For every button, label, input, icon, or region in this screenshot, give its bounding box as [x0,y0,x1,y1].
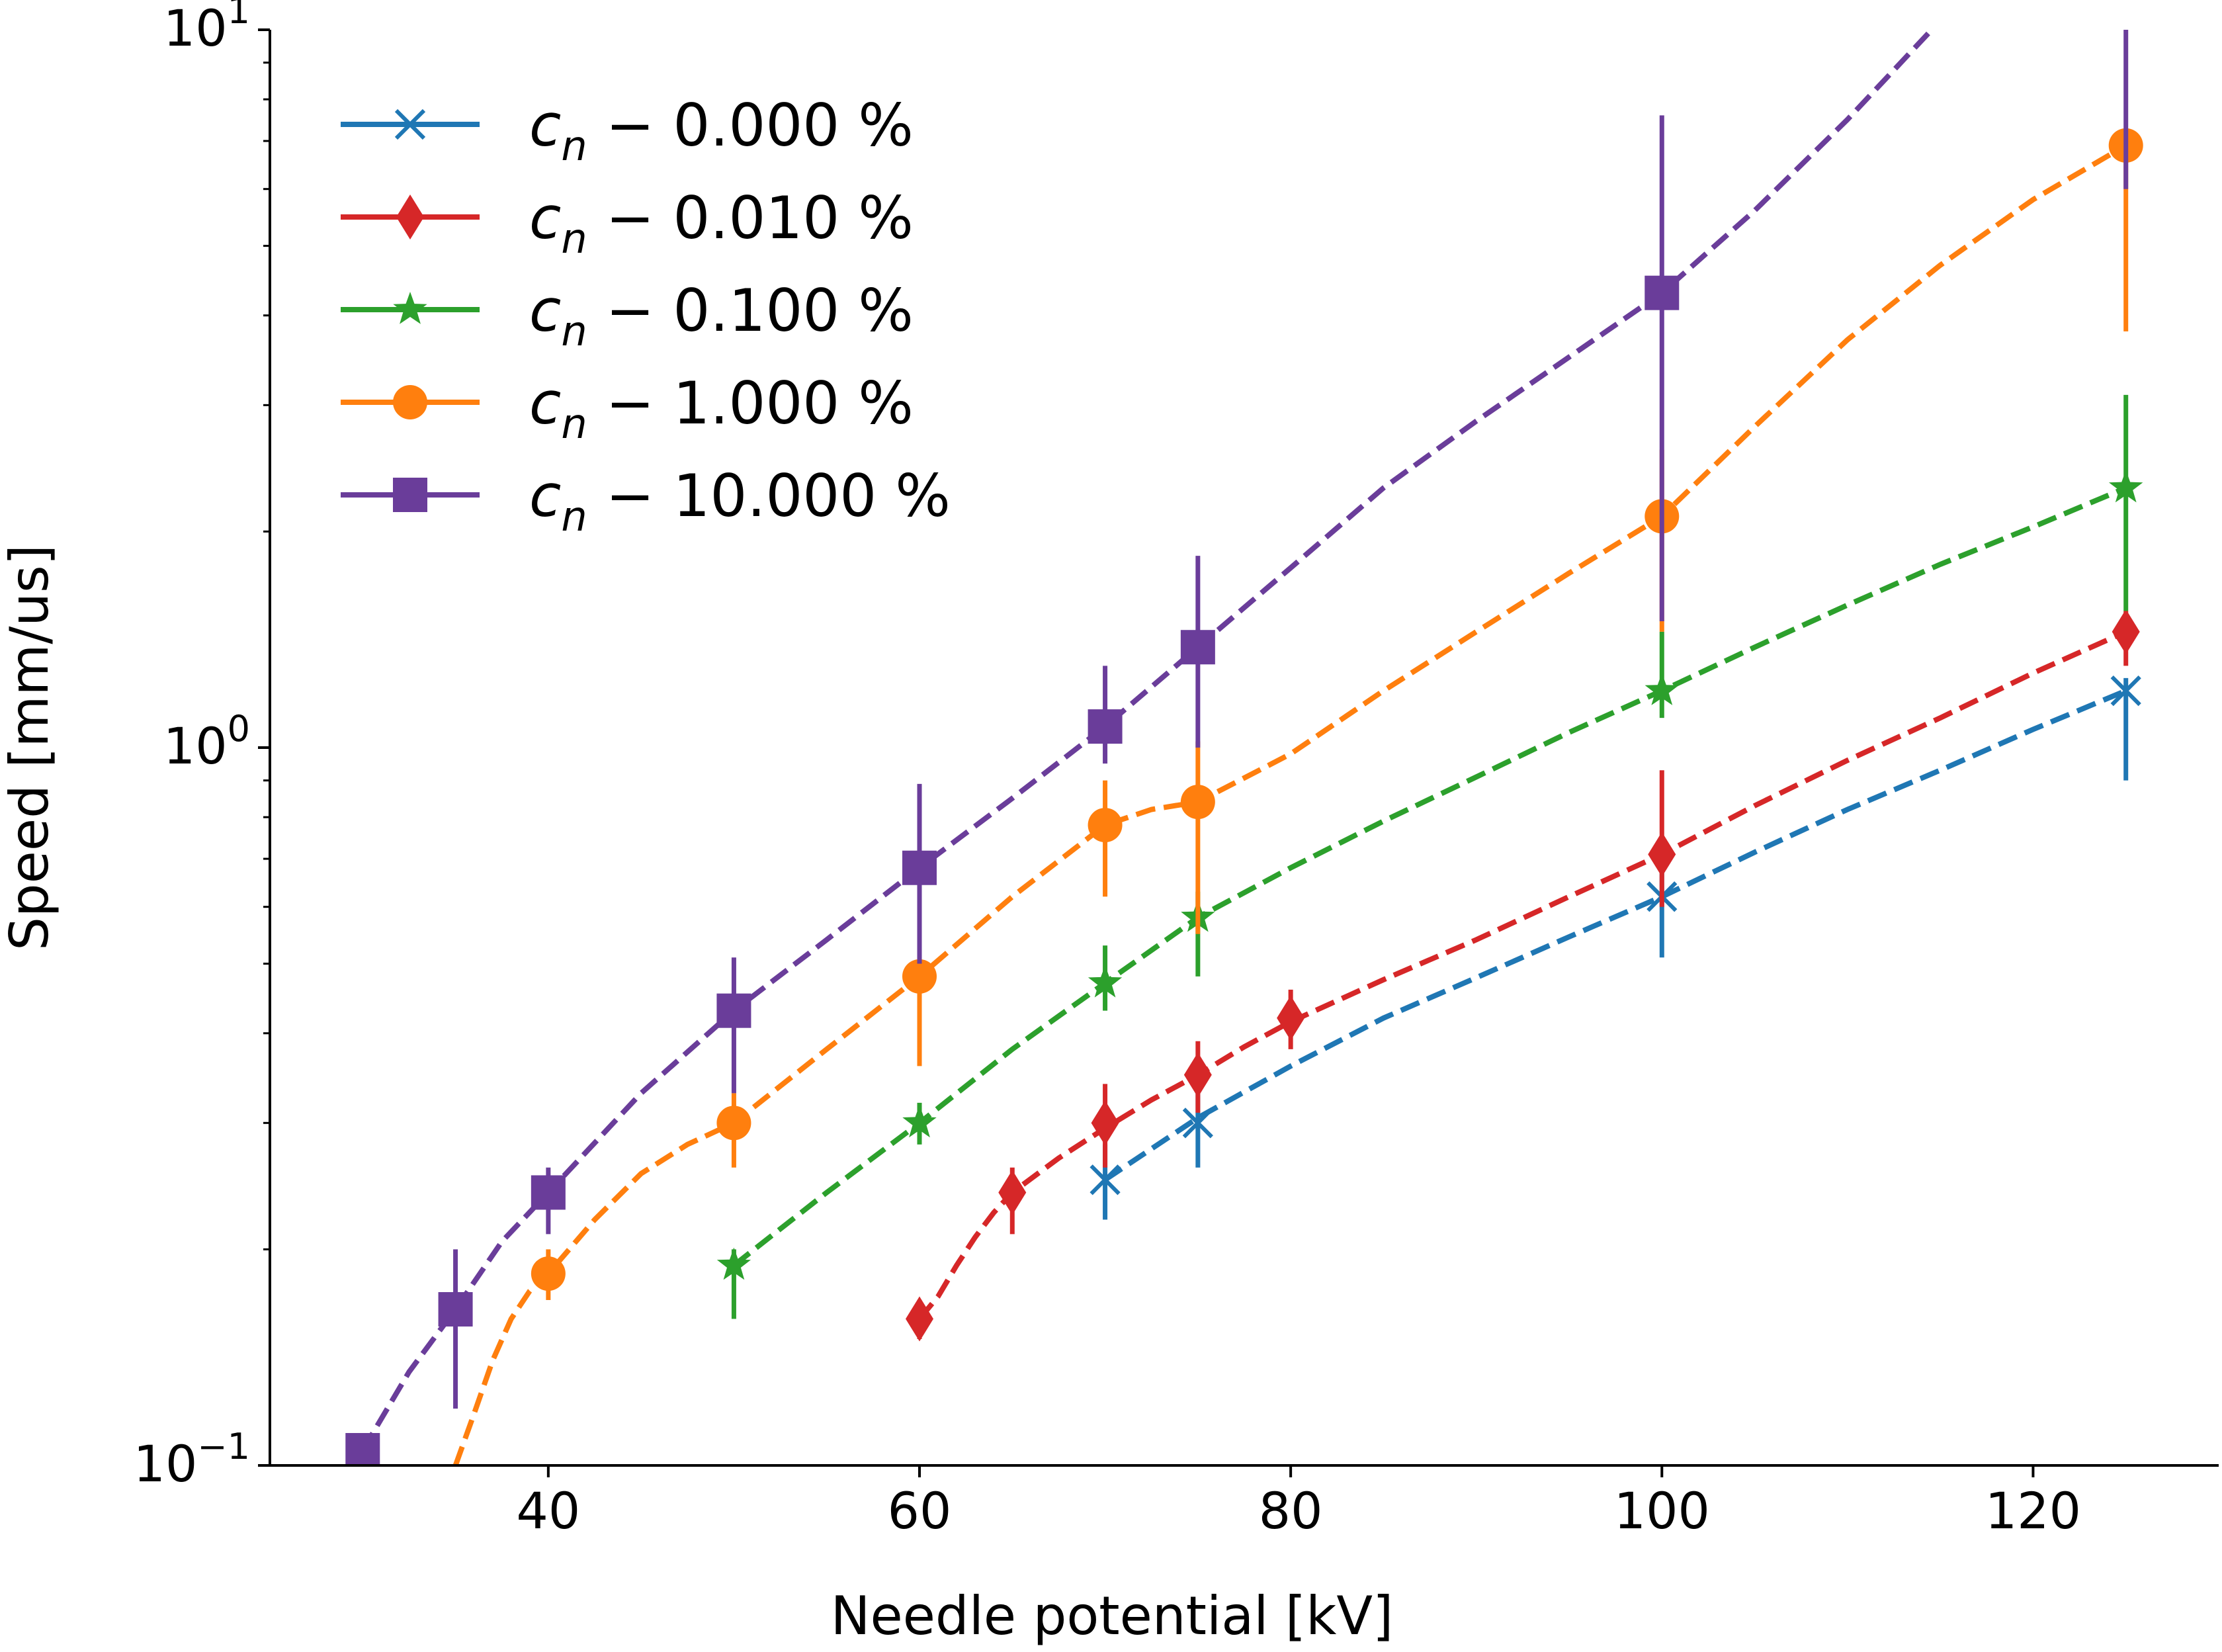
series-2 [716,394,2143,1319]
series-3-point-3 [1088,808,1123,843]
series-4-trend-line [360,30,1936,1452]
series-1-point-6 [2112,609,2140,654]
series-4-point-4 [902,850,937,885]
series-1-trend-line [917,629,2127,1321]
series-2-trend-line [732,485,2127,1268]
series-0-point-0 [1090,1164,1121,1196]
series-0-trend-line [1103,688,2127,1182]
legend-item-4: cn − 10.000 % [341,462,951,541]
series-0 [1090,675,2141,1220]
series-2-point-0 [716,1247,751,1280]
series-4-point-6 [1180,630,1215,665]
series-1-point-2 [1091,1100,1119,1146]
y-tick-label-0: 10−1 [134,1426,250,1493]
series-4-point-2 [531,1175,566,1210]
legend-marker-1 [396,195,424,239]
ticks: 40 60 80 100 120 10−1 100 101 [134,0,2081,1540]
series-1-point-4 [1277,995,1305,1041]
series-3-point-2 [902,959,937,994]
legend-item-2: cn − 0.100 % [341,277,914,355]
legend-item-1: cn − 0.010 % [341,184,914,263]
legend-label-2: cn − 0.100 % [529,277,914,355]
series-3-point-4 [1180,785,1215,820]
series-3-point-1 [716,1106,751,1141]
x-tick-label-4: 120 [1985,1481,2081,1540]
y-tick-label-2: 101 [163,0,250,58]
x-axis-label: Needle potential [kV] [831,1585,1394,1647]
series-1-point-0 [906,1296,933,1342]
plot-area [345,30,2143,1465]
series-4-point-0 [345,1433,380,1465]
series-4-point-7 [1645,275,1680,310]
series-1-point-3 [1183,1052,1212,1098]
y-axis-label: Speed [mm/us] [0,544,60,951]
legend-label-4: cn − 10.000 % [529,462,951,541]
series-0-point-1 [1182,1108,1213,1139]
x-tick-label-3: 100 [1614,1481,1710,1540]
series-2-point-4 [1645,673,1679,705]
series-2-point-2 [1088,965,1123,998]
series-1 [906,609,2140,1342]
series-0-point-3 [2110,675,2141,707]
legend: cn − 0.000 % cn − 0.010 % cn − 0.100 % cn −… [341,91,951,541]
legend-marker-2 [393,292,427,324]
series-2-point-5 [2109,470,2143,503]
series-4-point-1 [438,1292,473,1327]
series-1-point-1 [998,1170,1027,1215]
series-2-point-1 [902,1105,937,1138]
series-4-point-5 [1088,709,1123,744]
x-tick-label-0: 40 [516,1481,580,1540]
series-1-point-5 [1648,832,1676,877]
x-tick-label-2: 80 [1259,1481,1323,1540]
legend-item-3: cn − 1.000 % [341,369,914,448]
legend-item-0: cn − 0.000 % [341,91,914,170]
x-tick-label-1: 60 [888,1481,952,1540]
y-tick-label-1: 100 [163,708,250,775]
legend-label-0: cn − 0.000 % [529,91,914,170]
series-4 [345,30,2129,1465]
legend-label-3: cn − 1.000 % [529,369,914,448]
series-3-trend-line [452,143,2127,1465]
series-4-point-3 [716,993,751,1028]
legend-marker-3 [393,385,427,419]
legend-marker-0 [394,109,426,140]
series-3-point-0 [531,1256,566,1291]
legend-marker-4 [393,478,427,512]
legend-label-1: cn − 0.010 % [529,184,914,263]
